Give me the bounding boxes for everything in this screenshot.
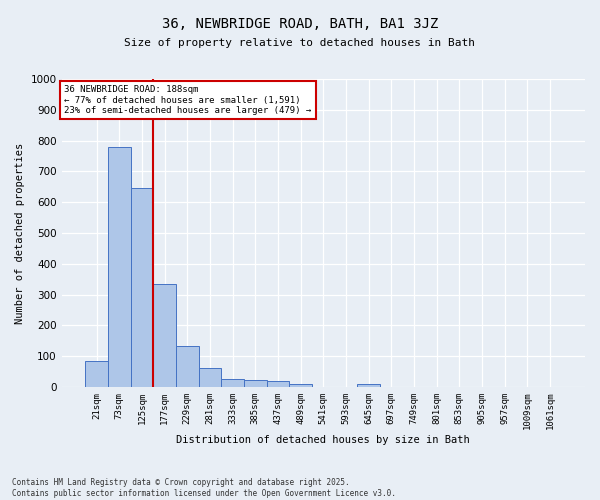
Text: 36, NEWBRIDGE ROAD, BATH, BA1 3JZ: 36, NEWBRIDGE ROAD, BATH, BA1 3JZ [162, 18, 438, 32]
Bar [266, 382, 289, 387]
Bar [357, 384, 380, 387]
Text: Contains HM Land Registry data © Crown copyright and database right 2025.
Contai: Contains HM Land Registry data © Crown c… [12, 478, 396, 498]
X-axis label: Distribution of detached houses by size in Bath: Distribution of detached houses by size … [176, 435, 470, 445]
Text: 36 NEWBRIDGE ROAD: 188sqm
← 77% of detached houses are smaller (1,591)
23% of se: 36 NEWBRIDGE ROAD: 188sqm ← 77% of detac… [64, 85, 311, 115]
Bar [289, 384, 312, 387]
Bar [199, 368, 221, 387]
Bar [176, 346, 199, 387]
Y-axis label: Number of detached properties: Number of detached properties [15, 142, 25, 324]
Bar [85, 361, 108, 387]
Text: Size of property relative to detached houses in Bath: Size of property relative to detached ho… [125, 38, 476, 48]
Bar [108, 147, 131, 387]
Bar [221, 380, 244, 387]
Bar [244, 380, 266, 387]
Bar [131, 188, 154, 387]
Bar [154, 284, 176, 387]
